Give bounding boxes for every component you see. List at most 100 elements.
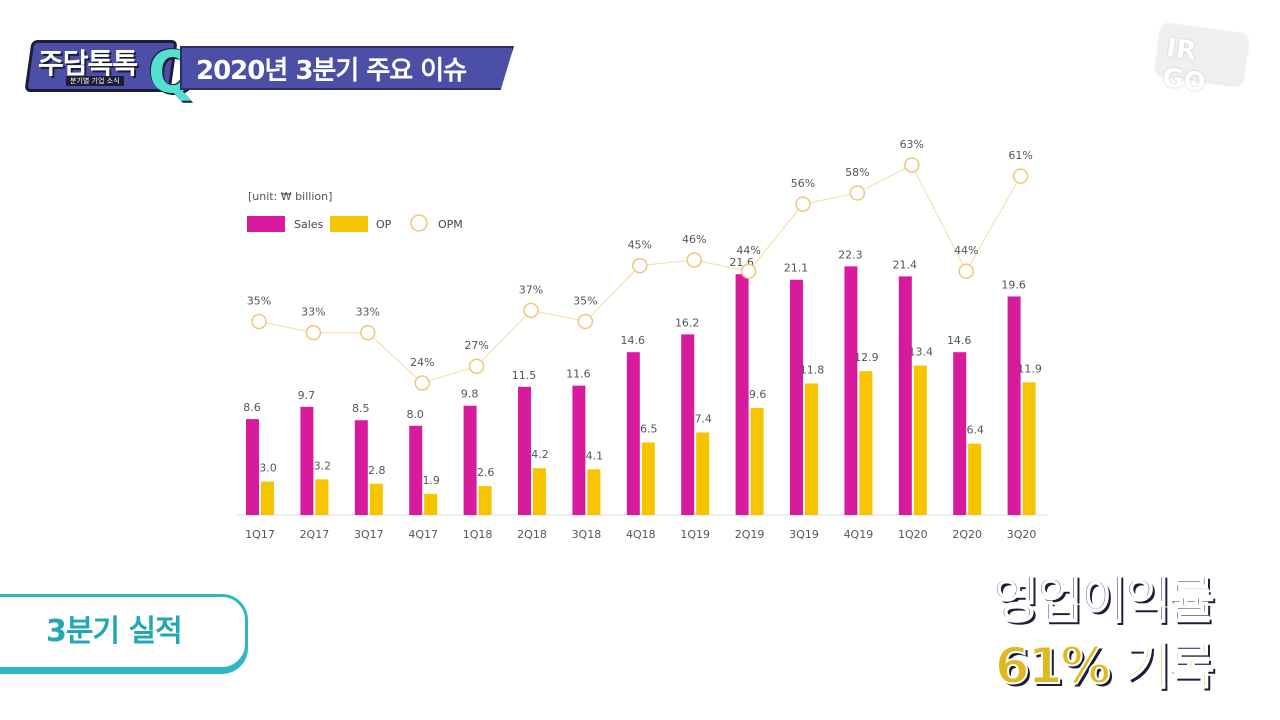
- x-tick-2Q19: 2Q19: [735, 528, 765, 541]
- opm-label-3Q19: 56%: [791, 177, 815, 190]
- sales-bar-3Q17: [354, 420, 368, 515]
- opm-marker-1Q17: [251, 313, 267, 330]
- section-tag-label: 3분기 실적: [46, 614, 183, 649]
- x-tick-4Q18: 4Q18: [626, 528, 656, 541]
- x-tick-2Q17: 2Q17: [300, 528, 330, 541]
- sales-value-3Q17: 8.5: [352, 402, 370, 415]
- op-value-1Q20: 13.4: [909, 346, 934, 359]
- opm-label-1Q18: 27%: [464, 339, 488, 352]
- section-tag: [0, 594, 248, 670]
- x-tick-1Q17: 1Q17: [245, 528, 275, 541]
- opm-label-2Q18: 37%: [519, 283, 543, 296]
- op-value-2Q18: 4.2: [531, 448, 549, 461]
- unit-label: [unit: ₩ billion]: [248, 190, 332, 203]
- sales-value-1Q19: 16.2: [675, 316, 700, 329]
- sales-value-1Q20: 21.4: [893, 258, 918, 271]
- op-value-2Q19: 9.6: [749, 388, 767, 401]
- sales-value-3Q19: 21.1: [784, 262, 809, 275]
- caption-line-2: 61% 기록: [994, 636, 1215, 696]
- op-bar-3Q17: [369, 483, 383, 515]
- op-value-1Q19: 7.4: [694, 412, 712, 425]
- opm-label-2Q20: 44%: [954, 244, 978, 257]
- sales-bar-1Q18: [463, 405, 477, 515]
- op-bar-1Q20: [913, 365, 927, 515]
- opm-marker-3Q18: [577, 313, 594, 330]
- opm-label-3Q18: 35%: [573, 295, 597, 308]
- sales-value-1Q17: 8.6: [243, 401, 261, 414]
- sales-value-1Q18: 9.8: [461, 388, 479, 401]
- op-bar-2Q18: [533, 468, 546, 515]
- opm-marker-2Q17: [305, 324, 322, 341]
- sales-bar-3Q20: [1007, 296, 1021, 515]
- op-value-3Q19: 11.8: [800, 363, 825, 376]
- opm-marker-3Q20: [1012, 168, 1029, 184]
- x-tick-1Q19: 1Q19: [680, 528, 710, 541]
- x-tick-2Q18: 2Q18: [517, 528, 547, 541]
- x-tick-3Q19: 3Q19: [789, 528, 819, 541]
- caption-line-1: 영업이익률: [991, 570, 1215, 630]
- legend-op-label: OP: [376, 218, 392, 231]
- x-tick-3Q17: 3Q17: [354, 528, 384, 541]
- op-bar-1Q17: [261, 481, 274, 515]
- sales-bar-3Q19: [790, 279, 803, 515]
- op-value-1Q18: 2.6: [477, 466, 495, 479]
- op-value-4Q18: 6.5: [640, 423, 658, 436]
- legend-sales-label: Sales: [294, 218, 324, 231]
- logo-text: 주담톡톡: [38, 47, 138, 80]
- sales-value-4Q18: 14.6: [621, 334, 646, 347]
- logo-subtitle: 분기별 기업 소식: [66, 76, 124, 86]
- op-bar-2Q19: [750, 407, 764, 515]
- sales-bar-4Q17: [409, 425, 423, 515]
- opm-label-3Q17: 33%: [356, 306, 380, 319]
- opm-marker-4Q18: [632, 257, 648, 274]
- x-tick-3Q20: 3Q20: [1007, 528, 1037, 541]
- op-value-3Q20: 11.9: [1017, 362, 1042, 375]
- opm-label-1Q17: 35%: [247, 295, 271, 308]
- op-value-2Q20: 6.4: [966, 424, 984, 437]
- sales-value-2Q17: 9.7: [298, 389, 316, 402]
- sales-value-2Q20: 14.6: [947, 334, 972, 347]
- sales-bar-4Q19: [844, 266, 858, 515]
- op-bar-4Q17: [424, 493, 438, 515]
- op-value-3Q17: 2.8: [368, 464, 386, 477]
- op-bar-3Q20: [1022, 382, 1036, 515]
- opm-marker-2Q18: [523, 302, 539, 319]
- op-bar-3Q18: [587, 469, 601, 515]
- sales-bar-2Q20: [953, 352, 967, 515]
- x-tick-1Q20: 1Q20: [898, 528, 928, 541]
- sales-value-3Q20: 19.6: [1001, 278, 1026, 291]
- opm-label-4Q19: 58%: [845, 166, 869, 179]
- opm-marker-3Q19: [795, 196, 811, 212]
- opm-marker-3Q17: [360, 324, 376, 341]
- legend-sales-swatch: [247, 216, 285, 232]
- opm-label-4Q17: 24%: [410, 356, 434, 369]
- op-bar-4Q19: [859, 371, 873, 515]
- sales-bar-3Q18: [572, 385, 586, 515]
- sales-value-2Q18: 11.5: [512, 369, 537, 382]
- opm-marker-1Q18: [468, 358, 485, 374]
- sales-value-4Q19: 22.3: [838, 248, 863, 261]
- sales-value-3Q18: 11.6: [566, 368, 591, 381]
- sales-value-4Q17: 8.0: [406, 408, 424, 421]
- page-title: 2020년 3분기 주요 이슈: [196, 56, 467, 86]
- opm-label-1Q19: 46%: [682, 233, 706, 246]
- op-bar-3Q19: [805, 383, 818, 515]
- x-tick-4Q17: 4Q17: [408, 528, 438, 541]
- opm-label-2Q17: 33%: [301, 306, 325, 319]
- opm-label-3Q20: 61%: [1008, 149, 1032, 162]
- sales-bar-4Q18: [626, 352, 640, 515]
- x-tick-4Q19: 4Q19: [844, 528, 874, 541]
- legend-op-swatch: [330, 216, 368, 232]
- opm-label-2Q19: 44%: [736, 244, 760, 257]
- sales-bar-1Q19: [681, 334, 695, 515]
- legend-opm-label: OPM: [438, 218, 463, 231]
- opm-marker-2Q20: [958, 263, 974, 279]
- sales-bar-1Q20: [898, 276, 912, 515]
- op-value-4Q17: 1.9: [422, 474, 440, 487]
- sales-bar-2Q19: [735, 274, 749, 515]
- x-tick-2Q20: 2Q20: [952, 528, 982, 541]
- x-tick-1Q18: 1Q18: [463, 528, 493, 541]
- op-bar-1Q19: [696, 432, 710, 515]
- opm-marker-4Q17: [414, 375, 430, 391]
- x-tick-3Q18: 3Q18: [572, 528, 602, 541]
